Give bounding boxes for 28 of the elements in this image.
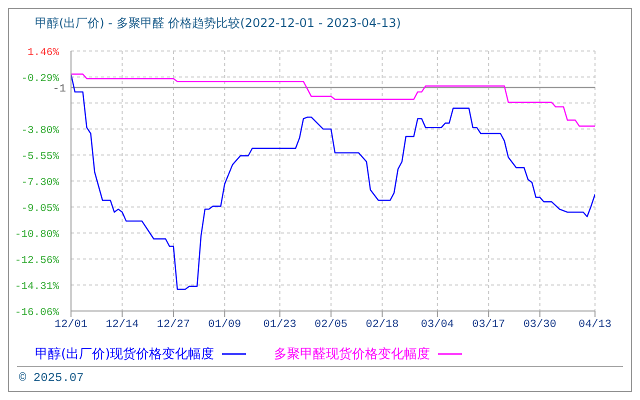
legend-label: 多聚甲醛现货价格变化幅度 bbox=[274, 346, 432, 363]
x-tick-label: 01/09 bbox=[208, 318, 242, 331]
x-tick-label: 03/30 bbox=[523, 318, 556, 331]
ref-line-label: -1 bbox=[52, 83, 66, 96]
y-tick-label: -3.80% bbox=[21, 125, 60, 138]
y-tick-label: -14.31% bbox=[14, 281, 60, 294]
x-tick-label: 03/04 bbox=[420, 318, 454, 331]
legend-label: 甲醇(出厂价)现货价格变化幅度 bbox=[35, 346, 216, 363]
x-tick-label: 12/14 bbox=[106, 318, 140, 331]
chart-title: 甲醇(出厂价) - 多聚甲醛 价格趋势比较(2022-12-01 - 2023-04-13) bbox=[35, 15, 401, 32]
y-tick-label: -7.30% bbox=[21, 177, 60, 189]
y-tick-label: -9.05% bbox=[21, 202, 60, 215]
x-tick-label: 01/23 bbox=[263, 318, 296, 331]
y-tick-label: 1.46% bbox=[27, 47, 60, 59]
y-tick-label: -16.06% bbox=[14, 307, 60, 319]
x-tick-label: 02/05 bbox=[314, 318, 348, 331]
line-series bbox=[71, 74, 595, 127]
y-tick-label: -12.56% bbox=[14, 255, 60, 268]
x-tick-label: 02/18 bbox=[366, 318, 399, 331]
line-series bbox=[71, 74, 595, 290]
x-tick-label: 12/27 bbox=[156, 318, 190, 331]
y-tick-label: -5.55% bbox=[21, 151, 60, 164]
y-tick-label: -0.29% bbox=[21, 72, 60, 85]
text: © 2025.07 bbox=[19, 371, 84, 385]
x-tick-label: 03/17 bbox=[472, 318, 506, 331]
x-tick-label: 12/01 bbox=[54, 318, 88, 331]
x-tick-label: 04/13 bbox=[578, 318, 612, 331]
y-tick-label: -10.80% bbox=[14, 228, 60, 241]
